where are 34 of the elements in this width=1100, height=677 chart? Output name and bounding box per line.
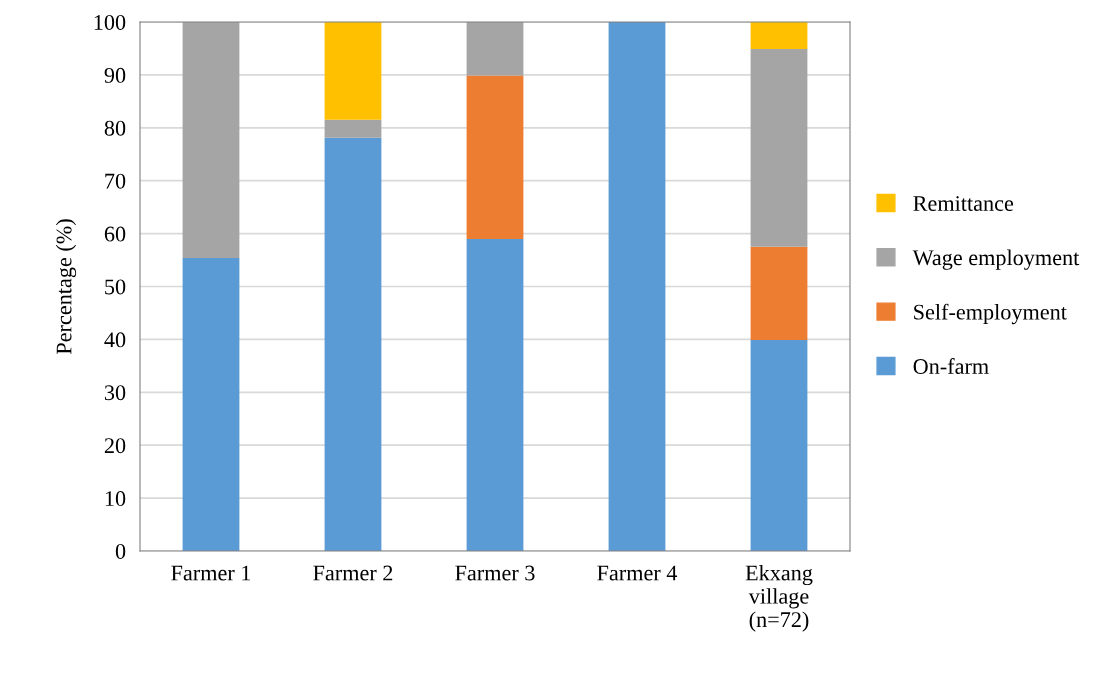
- y-tick-label: 10: [105, 491, 126, 507]
- bar: [324, 137, 382, 551]
- legend-label: Wage employment: [912, 249, 1080, 270]
- legend-label: On-farm: [913, 358, 989, 374]
- y-tick-label: 60: [104, 226, 126, 242]
- x-tick-label: Farmer 3: [455, 565, 535, 581]
- bar: [466, 238, 524, 551]
- bar: [750, 48, 808, 247]
- x-tick-label: Ekxang village (n=72): [745, 564, 813, 632]
- y-tick-label: 30: [104, 385, 126, 401]
- y-tick-label: 100: [94, 14, 126, 30]
- bar: [608, 22, 666, 551]
- bar: [466, 22, 524, 76]
- bar: [750, 22, 808, 49]
- bar: [750, 339, 808, 551]
- y-tick-label: 90: [104, 67, 126, 83]
- x-tick-label: Farmer 1: [171, 565, 251, 581]
- y-axis-title: Percentage (%): [55, 219, 77, 355]
- bar: [324, 119, 382, 138]
- x-tick-label: Farmer 2: [313, 565, 393, 581]
- y-tick-label: 20: [104, 438, 126, 454]
- y-tick-label: 80: [104, 120, 126, 136]
- bar: [182, 257, 240, 551]
- y-tick-label: 0: [115, 543, 126, 559]
- x-tick-label: Farmer 4: [597, 565, 678, 581]
- y-tick-label: 40: [104, 332, 126, 348]
- bar: [466, 75, 524, 239]
- legend-label: Remittance: [913, 196, 1014, 211]
- y-tick-label: 70: [105, 173, 126, 189]
- bar: [750, 246, 808, 340]
- y-tick-label: 50: [105, 279, 126, 295]
- bar: [182, 22, 240, 258]
- legend-label: Self-employment: [914, 303, 1067, 325]
- bar: [324, 22, 382, 120]
